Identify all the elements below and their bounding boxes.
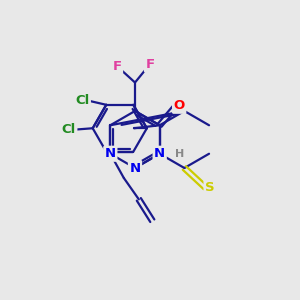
Text: O: O: [174, 99, 185, 112]
Text: N: N: [129, 161, 141, 175]
Text: Cl: Cl: [75, 94, 89, 107]
Text: F: F: [112, 59, 122, 73]
Text: H: H: [175, 149, 184, 159]
Text: F: F: [146, 58, 154, 71]
Text: S: S: [205, 181, 215, 194]
Text: N: N: [105, 147, 116, 160]
Text: N: N: [154, 147, 165, 160]
Text: Cl: Cl: [61, 123, 76, 136]
